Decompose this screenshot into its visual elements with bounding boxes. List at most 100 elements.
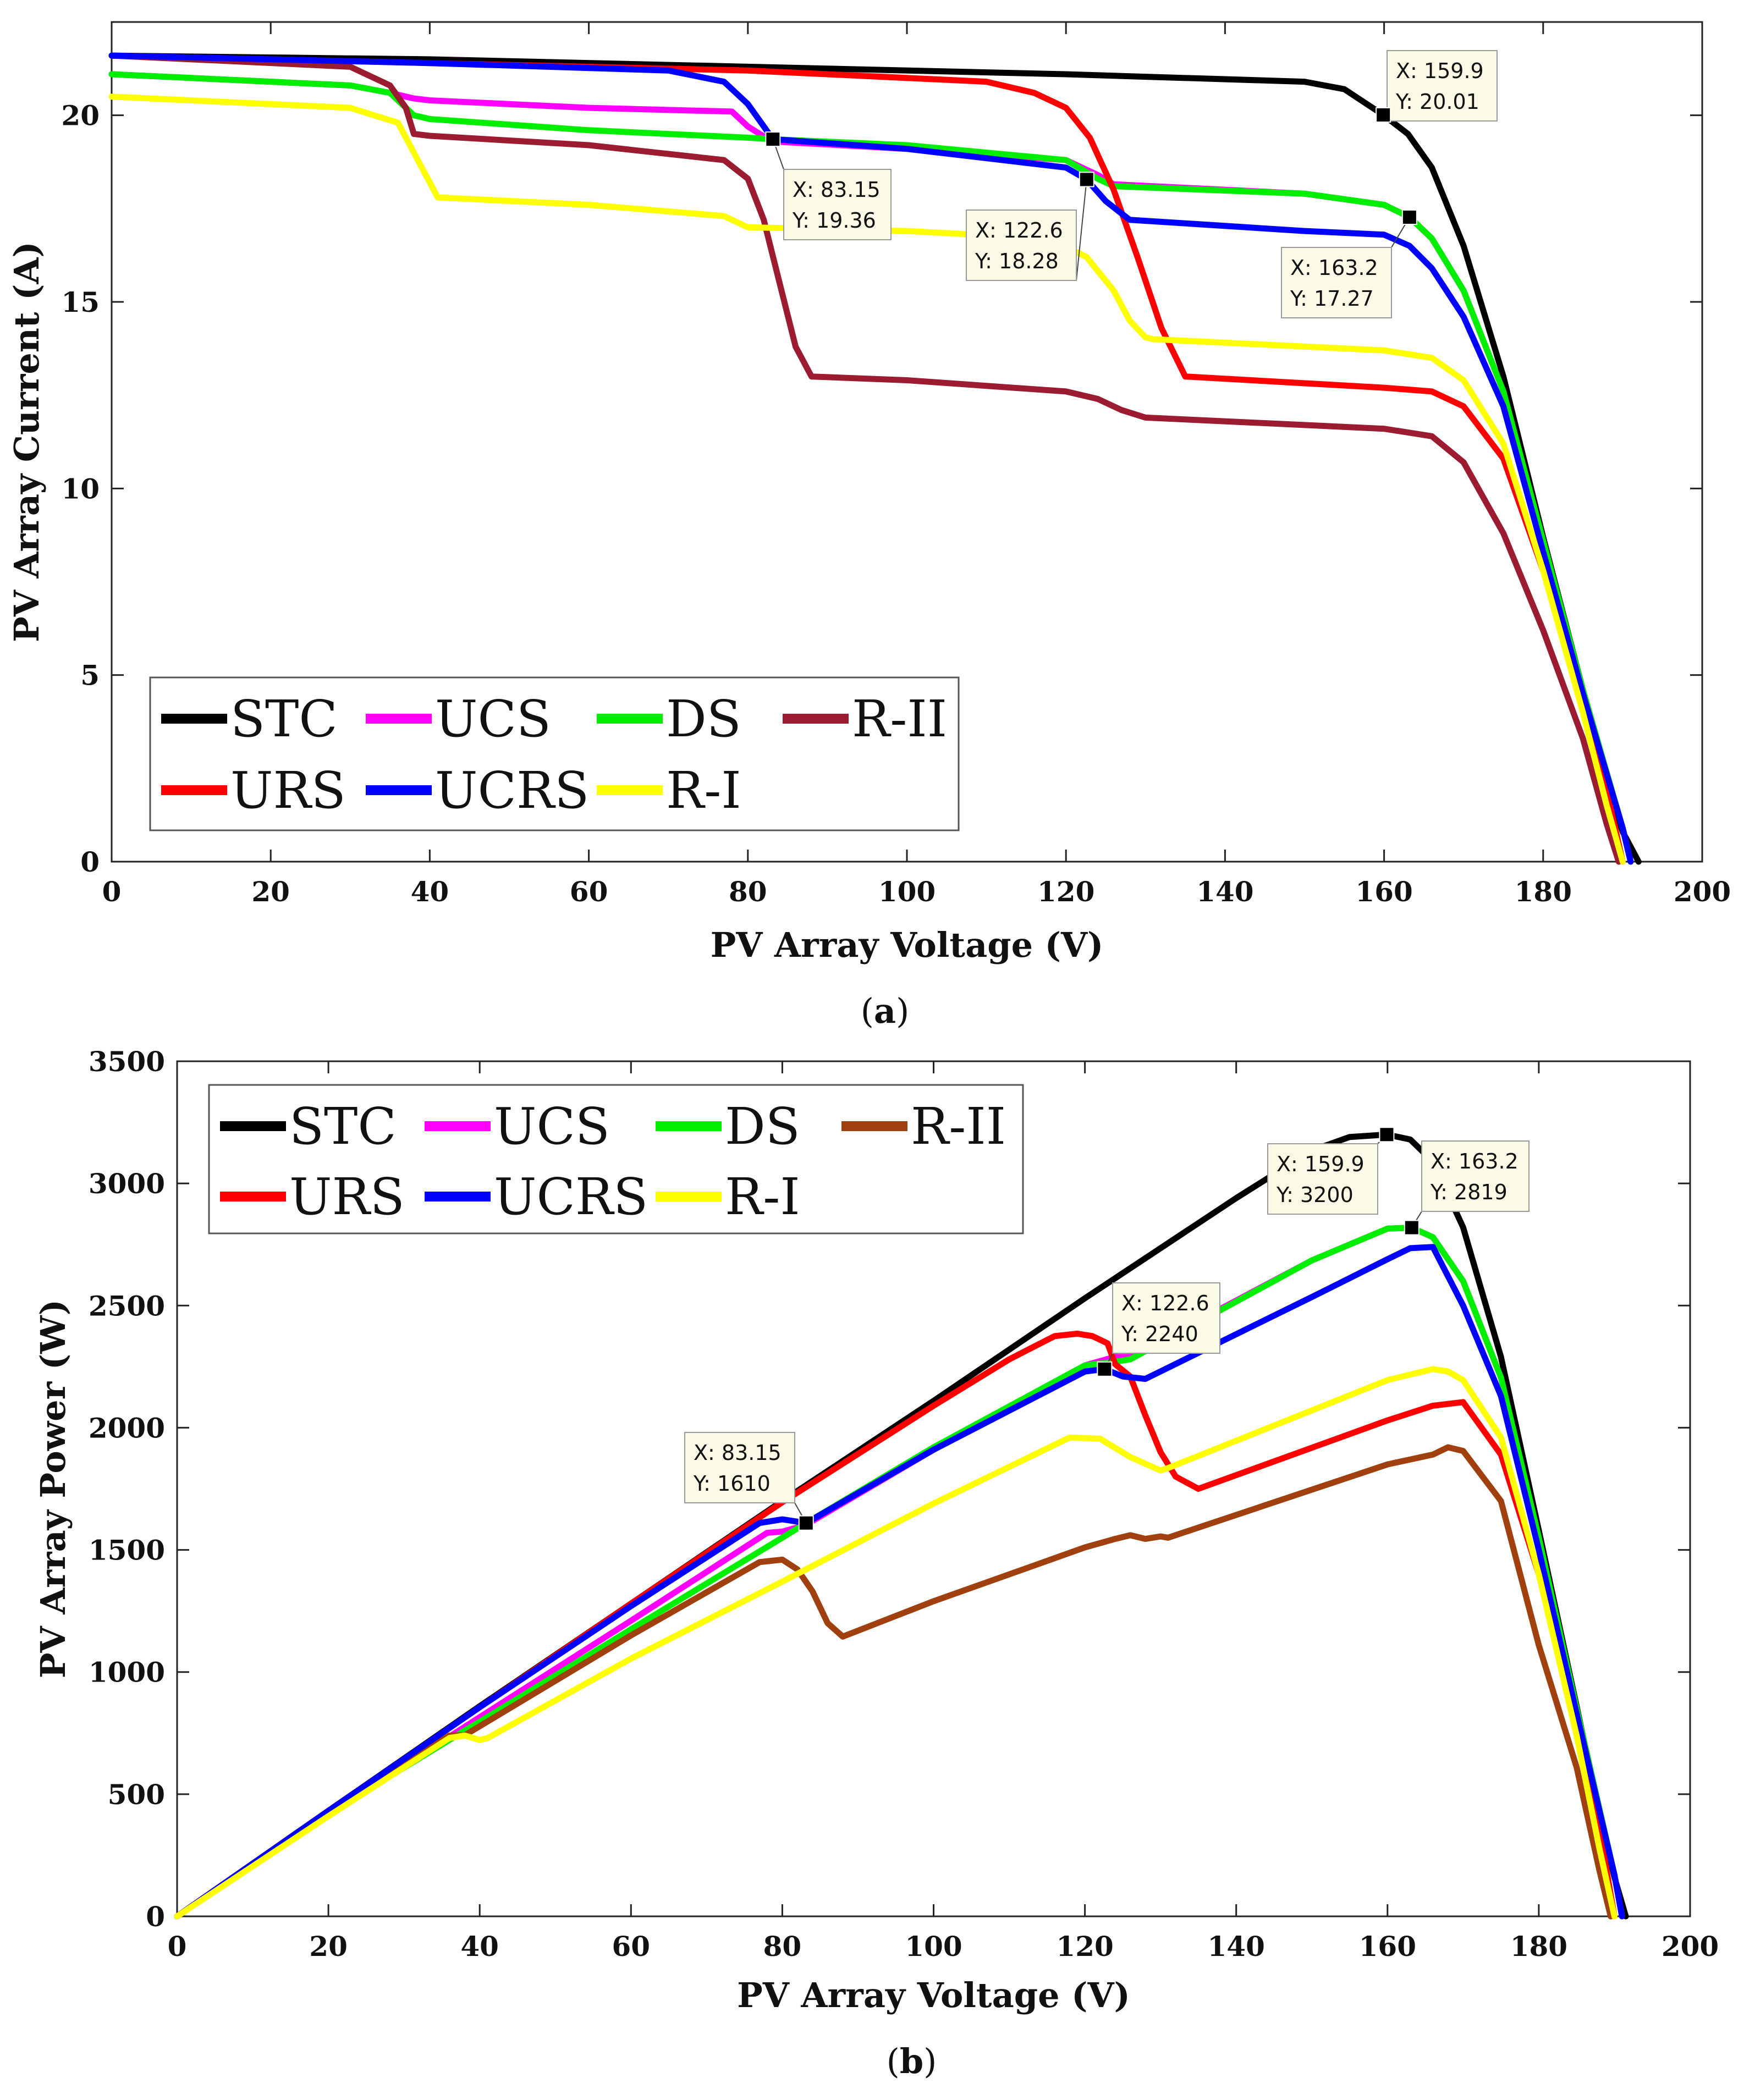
series-group [108,52,1642,865]
datatip-marker [1379,1127,1395,1143]
chart-a: 0 20 40 60 80 100 120 140 160 180 200 0 5 10 15 20 PV Ar… [7,21,1731,1031]
series-line-ucrs [174,1244,1625,1920]
y-tick-label: 0 [80,846,100,878]
datatip-x: X: 159.9 [1396,59,1484,83]
chart-b: 0 20 40 60 80 100 120 140 160 180 2000500100015002… [33,1045,1719,2081]
datatip-marker [765,131,781,147]
datatip-box [684,1432,795,1503]
y-tick-label: 2500 [89,1289,165,1322]
datatip-y: Y: 2819 [1430,1180,1508,1204]
legend-box [208,1084,1024,1234]
legend-label-ucrs: UCRS [494,1167,648,1226]
x-tick-label: 140 [1196,875,1253,908]
x-tick-label: 80 [729,875,767,908]
y-tick-label: 1500 [89,1534,165,1567]
datatip-marker [1079,172,1094,188]
y-tick-label: 0 [146,1900,165,1933]
y-tick-label: 20 [61,100,100,132]
legend-label-stc: STC [230,690,338,748]
datatip-y: Y: 2240 [1121,1322,1198,1346]
x-tick-label: 100 [878,875,936,908]
datatip-box [1421,1140,1530,1212]
datatip-leader [1076,179,1087,281]
datatip-box [1112,1282,1220,1354]
legend-label-r-ii: R-II [911,1097,1006,1156]
series-line-ucrs [108,52,1634,865]
panel-label-open-paren: ( [861,991,874,1031]
x-tick-label: 160 [1359,1930,1416,1963]
datatip-y: Y: 1610 [693,1471,771,1496]
legend-label-urs: URS [289,1167,405,1226]
x-tick-label: 20 [309,1930,348,1963]
datatip-marker [798,1515,814,1531]
x-tick-label: 140 [1208,1930,1265,1963]
datatip-marker [1404,1220,1420,1236]
legend-label-r-i: R-I [666,761,741,820]
x-tick-label: 120 [1037,875,1094,908]
legend-label-r-ii: R-II [852,690,947,748]
panel-label: (b) [887,2041,937,2081]
y-tick-label: 15 [61,286,100,318]
series-line-r-ii [108,52,1622,865]
y-tick-label: 2000 [89,1412,165,1444]
datatip-y: Y: 18.28 [975,249,1059,273]
x-tick-label: 40 [460,1930,499,1963]
x-tick-label: 0 [168,1930,187,1963]
datatip-x: X: 122.6 [1121,1291,1209,1315]
series-line-r-i [108,93,1626,865]
datatip-box [1281,247,1392,318]
x-tick-label: 200 [1662,1930,1719,1963]
panel-label-close-paren: ) [923,2041,937,2081]
datatip-x: X: 83.15 [793,178,881,202]
panel-label: (a) [861,991,910,1031]
x-tick-label: 0 [102,875,122,908]
legend-label-stc: STC [289,1097,397,1156]
x-axis-label: PV Array Voltage (V) [737,1975,1130,2015]
datatip-box [1387,50,1498,122]
legend-label-ds: DS [725,1097,800,1156]
x-tick-label: 80 [763,1930,802,1963]
x-axis-label: PV Array Voltage (V) [711,925,1104,965]
x-tick-label: 20 [251,875,290,908]
series-line-ds [174,1225,1625,1920]
legend-label-r-i: R-I [725,1167,800,1226]
x-tick-label: 180 [1515,875,1572,908]
x-tick-label: 160 [1355,875,1412,908]
datatip-box [966,210,1077,281]
series-line-r-i [174,1366,1618,1920]
panel-label-letter: a [874,991,896,1031]
datatip-y: Y: 19.36 [792,208,876,233]
datatip-box [783,169,892,240]
y-tick-label: 10 [61,472,100,505]
y-tick-label: 500 [108,1778,165,1811]
x-tick-label: 60 [612,1930,651,1963]
datatip-box [1267,1143,1378,1215]
datatip-y: Y: 17.27 [1290,286,1374,311]
legend-box [149,676,960,831]
x-tick-label: 120 [1056,1930,1113,1963]
datatip-x: X: 163.2 [1431,1149,1519,1173]
series-line-r-ii [174,1444,1614,1920]
y-axis-label: PV Array Current (A) [7,241,47,642]
datatip-x: X: 163.2 [1290,256,1378,280]
datatip-y: Y: 3200 [1276,1183,1354,1207]
legend-label-ucrs: UCRS [435,761,589,820]
legend-label-ucs: UCS [494,1097,610,1156]
panel-label-letter: b [900,2041,923,2081]
series-line-ds [108,71,1634,865]
datatip-marker [1401,209,1417,225]
x-tick-label: 200 [1674,875,1731,908]
datatip-marker [1097,1361,1113,1377]
y-tick-label: 5 [80,659,100,692]
panel-label-open-paren: ( [887,2041,900,2081]
datatip-x: X: 83.15 [694,1441,782,1465]
x-tick-label: 60 [570,875,608,908]
x-tick-label: 100 [905,1930,962,1963]
datatip-y: Y: 20.01 [1395,90,1479,114]
datatip-x: X: 159.9 [1277,1152,1365,1176]
x-tick-label: 40 [411,875,449,908]
panel-label-close-paren: ) [896,991,909,1031]
y-tick-label: 3500 [89,1045,165,1078]
y-tick-label: 3000 [89,1167,165,1200]
